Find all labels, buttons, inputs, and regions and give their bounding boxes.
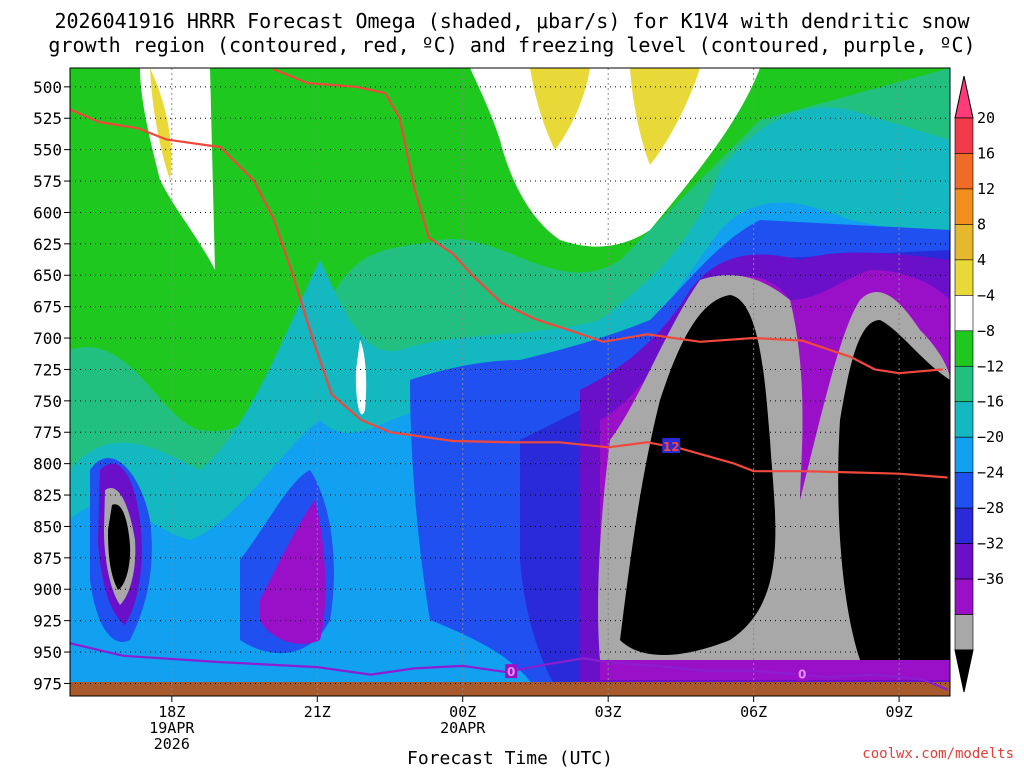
contour-label-bg [505,664,518,679]
y-tick-label: 650 [33,266,62,285]
contour-label-bg [796,666,809,681]
x-tick-label: 09Z [886,703,913,721]
colorbar-label: 20 [977,109,995,127]
y-tick-label: 825 [33,486,62,505]
dendritic-contour-lower [273,68,943,375]
x-tick-label: 18Z [158,703,185,721]
y-axis-ticks: 500 525 550 575 600 625 650 675 700 725 750 775 800 8… [33,78,62,694]
colorbar-segment [954,224,974,261]
colorbar-segment [954,153,974,190]
contour-label-bg [662,438,681,454]
colorbar-label: 12 [977,180,995,198]
colorbar-label: −24 [977,464,1004,482]
colorbar: 20 16 12 8 4 −4 −8 −12 −16 −20 −24 −28 −32 −36 [954,75,1004,693]
colorbar-segment [954,401,974,438]
colorbar-label: 16 [977,144,995,162]
colorbar-segment [954,472,974,509]
colorbar-segment [954,117,974,154]
y-tick-label: 725 [33,360,62,379]
colorbar-label: −8 [977,322,995,340]
x-tick-label: 03Z [595,703,622,721]
x-tick-label: 21Z [304,703,331,721]
colorbar-label: −12 [977,357,1004,375]
colorbar-segment [954,330,974,367]
colorbar-label: −16 [977,393,1004,411]
colorbar-segment [954,507,974,544]
colorbar-label: −28 [977,499,1004,517]
y-tick-label: 975 [33,674,62,693]
colorbar-label: −32 [977,535,1004,553]
dendritic-contour-label: 12 [663,440,680,454]
colorbar-segment [954,543,974,580]
y-tick-label: 700 [33,329,62,348]
y-tick-label: 775 [33,423,62,442]
x-axis-label: Forecast Time (UTC) [407,748,613,768]
y-tick-label: 675 [33,298,62,317]
colorbar-label: 8 [977,215,986,233]
colorbar-top-arrow [954,75,974,119]
contour-lines: 12 0 0 [70,68,949,691]
freezing-contour-label: 0 [507,665,515,679]
omega-shaded-field [70,68,950,696]
y-tick-label: 550 [33,141,62,160]
colorbar-label: 4 [977,251,986,269]
colorbar-label: −4 [977,286,995,304]
colorbar-segment [954,295,974,332]
colorbar-segment [954,259,974,296]
y-tick-label: 500 [33,78,62,97]
colorbar-segment [954,365,974,403]
x-tick-date: 20APR [440,719,486,737]
y-tick-label: 525 [33,109,62,128]
chart-title-line2: growth region (contoured, red, ºC) and f… [48,33,975,57]
y-tick-label: 800 [33,455,62,474]
colorbar-bottom-arrow [954,649,974,693]
y-tick-label: 625 [33,235,62,254]
y-tick-label: 925 [33,612,62,631]
colorbar-segment [954,614,974,651]
colorbar-segment [954,436,974,473]
chart-title-line1: 2026041916 HRRR Forecast Omega (shaded, … [54,9,970,33]
y-tick-label: 750 [33,392,62,411]
y-tick-label: 575 [33,172,62,191]
colorbar-label: −36 [977,570,1004,588]
y-tick-label: 600 [33,203,62,222]
x-tick-year: 2026 [154,735,190,753]
colorbar-segment [954,578,974,615]
y-tick-label: 950 [33,643,62,662]
y-tick-label: 900 [33,580,62,599]
x-tick-label: 06Z [740,703,767,721]
credit-text: coolwx.com/modelts [862,746,1014,762]
freezing-level-contour [70,642,949,691]
dendritic-contour-upper [70,108,948,479]
y-tick-label: 875 [33,549,62,568]
plot-frame [69,67,951,697]
colorbar-segment [954,188,974,225]
colorbar-label: −20 [977,428,1004,446]
freezing-contour-label: 0 [798,668,806,682]
y-tick-label: 850 [33,517,62,536]
x-tick-label: 00Z [449,703,476,721]
x-tick-date: 19APR [149,719,195,737]
